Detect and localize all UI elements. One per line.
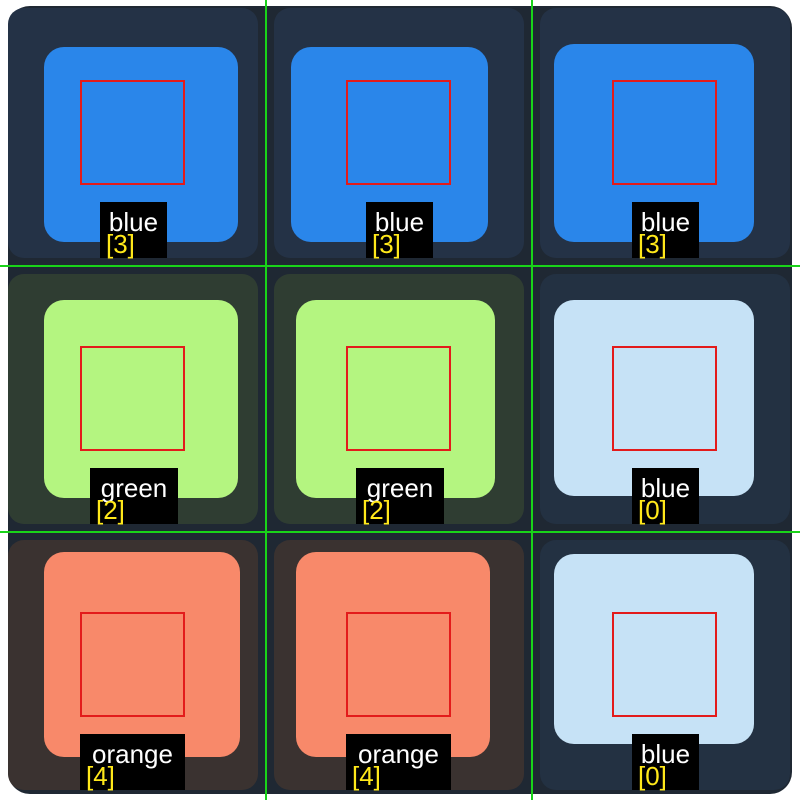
sample-region-box (346, 612, 451, 717)
sticker (554, 554, 754, 744)
sample-region-box (346, 80, 451, 185)
sample-region-box (80, 80, 185, 185)
color-index: [0] (638, 761, 667, 791)
sample-region-box (80, 612, 185, 717)
color-label: green (366, 473, 434, 503)
color-label: orange (92, 739, 173, 769)
color-index: [2] (96, 495, 125, 525)
facelet-r2c2: green [2] (266, 266, 532, 532)
facelet-r2c3: blue [0] (532, 266, 798, 532)
color-tag: green [2] (356, 468, 444, 524)
color-tag: blue [0] (632, 468, 699, 524)
color-label: blue (640, 739, 691, 769)
facelet-r3c1: orange [4] (0, 532, 266, 798)
color-label: blue (374, 207, 425, 237)
sample-region-box (612, 612, 717, 717)
facelet-r2c1: green [2] (0, 266, 266, 532)
color-tag: blue [0] (632, 734, 699, 790)
color-tag: blue [3] (100, 202, 167, 258)
color-tag: orange [4] (80, 734, 185, 790)
grid-line-horizontal (0, 531, 800, 533)
sample-region-box (612, 346, 717, 451)
sticker (44, 300, 238, 498)
sticker (296, 552, 490, 757)
facelet-r1c3: blue [3] (532, 0, 798, 266)
color-index: [3] (372, 229, 401, 259)
color-label: blue (640, 207, 691, 237)
color-tag: blue [3] (366, 202, 433, 258)
color-index: [3] (638, 229, 667, 259)
sample-region-box (346, 346, 451, 451)
facelet-r1c2: blue [3] (266, 0, 532, 266)
color-index: [4] (352, 761, 381, 791)
color-label: orange (358, 739, 439, 769)
sticker (296, 300, 495, 498)
sticker (44, 552, 240, 757)
facelet-r1c1: blue [3] (0, 0, 266, 266)
color-index: [0] (638, 495, 667, 525)
facelet-r3c3: blue [0] (532, 532, 798, 798)
color-label: green (100, 473, 168, 503)
sticker (554, 300, 754, 496)
color-tag: orange [4] (346, 734, 451, 790)
sample-region-box (80, 346, 185, 451)
color-label: blue (108, 207, 159, 237)
sample-region-box (612, 80, 717, 185)
color-tag: green [2] (90, 468, 178, 524)
color-index: [2] (362, 495, 391, 525)
color-index: [3] (106, 229, 135, 259)
color-tag: blue [3] (632, 202, 699, 258)
color-index: [4] (86, 761, 115, 791)
facelet-r3c2: orange [4] (266, 532, 532, 798)
color-label: blue (640, 473, 691, 503)
grid-line-vertical (531, 0, 533, 800)
grid-line-vertical (265, 0, 267, 800)
grid-line-horizontal (0, 265, 800, 267)
